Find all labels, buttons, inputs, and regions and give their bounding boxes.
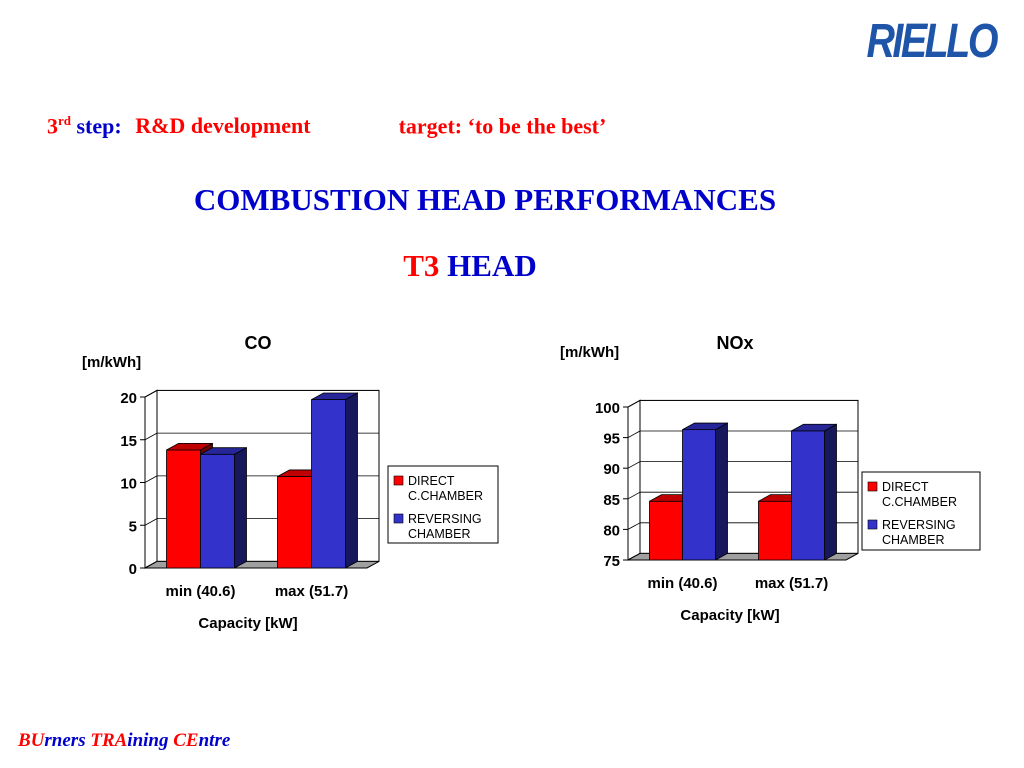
y-axis-label: [m/kWh] — [82, 354, 141, 371]
bar-top — [200, 447, 247, 455]
legend-swatch — [867, 481, 878, 492]
bar — [200, 453, 235, 569]
bar — [682, 429, 716, 561]
y-tick-label: 100 — [595, 400, 620, 417]
x-tick-label: min (40.6) — [165, 583, 235, 600]
chart-title: NOx — [716, 333, 753, 353]
head-code: T3 — [403, 248, 440, 283]
footer-ntre: ntre — [198, 730, 231, 751]
legend-box — [861, 471, 981, 551]
grid-line-diagonal — [627, 522, 641, 530]
legend-box — [387, 465, 499, 544]
bar — [311, 399, 346, 569]
step-suffix: rd — [58, 113, 71, 128]
bar-top — [791, 423, 837, 432]
bar — [277, 476, 312, 569]
grid-line-diagonal — [144, 432, 158, 441]
y-axis-label: [m/kWh] — [560, 344, 619, 361]
bar-top — [166, 443, 213, 451]
legend-label: CHAMBER — [408, 527, 471, 541]
step-label: step: — [76, 113, 122, 139]
footer-bu: BU — [18, 730, 45, 751]
y-tick-label: 75 — [603, 553, 620, 570]
y-tick-label: 20 — [120, 390, 137, 407]
x-tick-label: min (40.6) — [647, 575, 717, 592]
grid-line-diagonal — [144, 390, 158, 398]
bar — [791, 430, 825, 561]
step-number: 3 — [47, 113, 58, 139]
y-tick-label: 90 — [603, 461, 620, 478]
footer-rners: rners — [44, 730, 91, 751]
head-word: HEAD — [447, 248, 537, 283]
legend-label: DIRECT — [882, 480, 929, 494]
bar — [166, 449, 201, 569]
y-tick-label: 80 — [603, 522, 620, 539]
footer-tra: TRA — [90, 730, 128, 751]
x-tick-label: max (51.7) — [755, 575, 828, 592]
x-tick-label: max (51.7) — [275, 583, 348, 600]
y-tick-label: 85 — [603, 492, 620, 509]
legend-swatch — [393, 475, 404, 486]
y-tick-label: 10 — [120, 476, 137, 493]
legend-label: C.CHAMBER — [408, 489, 483, 503]
legend-label: REVERSING — [882, 518, 956, 532]
y-tick-label: 5 — [129, 518, 137, 535]
footer-ce: CE — [173, 730, 199, 751]
grid-line-diagonal — [627, 400, 641, 408]
y-tick-label: 0 — [129, 561, 137, 578]
grid-line-diagonal — [627, 430, 641, 438]
left-wall — [627, 399, 641, 561]
logo-text: RIELLO — [866, 15, 998, 68]
bar — [758, 500, 792, 561]
legend-label: C.CHAMBER — [882, 495, 957, 509]
grid-line-diagonal — [627, 461, 641, 469]
bar-top — [682, 422, 728, 431]
x-axis-label: Capacity [kW] — [198, 615, 297, 632]
page-subtitle: T3 HEAD — [0, 248, 940, 284]
chart-title: CO — [245, 333, 272, 353]
x-axis-label: Capacity [kW] — [680, 607, 779, 624]
footer-ining: ining — [127, 730, 174, 751]
legend-label: REVERSING — [408, 512, 482, 526]
bar-side — [824, 423, 837, 561]
y-tick-label: 15 — [120, 433, 137, 450]
step-target: target: ‘to be the best’ — [398, 113, 607, 139]
bar-side — [715, 422, 728, 561]
grid-line-diagonal — [144, 475, 158, 483]
grid-line-diagonal — [144, 518, 158, 526]
legend-label: CHAMBER — [882, 533, 945, 547]
legend-swatch — [867, 519, 878, 530]
step-title: R&D development — [135, 113, 311, 139]
page-title: COMBUSTION HEAD PERFORMANCES — [193, 182, 777, 217]
riello-logo: RIELLO — [866, 14, 998, 69]
step-heading: 3rd step: R&D development target: ‘to be … — [47, 113, 606, 139]
grid-line-diagonal — [627, 491, 641, 500]
y-tick-label: 95 — [603, 431, 620, 448]
bar — [649, 500, 683, 561]
legend-swatch — [393, 513, 404, 524]
legend-label: DIRECT — [408, 474, 455, 488]
footer-brand: BUrners TRAining CEntre — [18, 730, 230, 752]
bar-top — [311, 392, 358, 400]
